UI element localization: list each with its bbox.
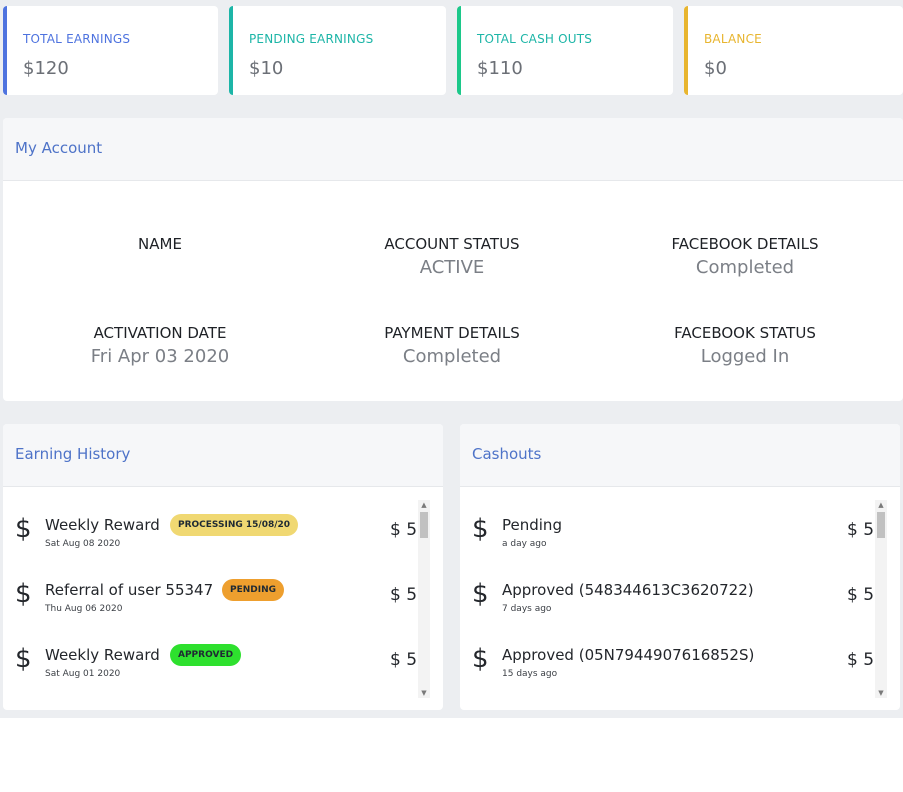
item-amount: $ 5 (390, 650, 418, 670)
item-date: Thu Aug 06 2020 (45, 604, 123, 614)
panel-title: Earning History (15, 445, 131, 463)
account-status: ACCOUNT STATUS ACTIVE (317, 235, 587, 278)
scroll-down-icon[interactable]: ▼ (421, 689, 427, 697)
list-item[interactable]: $ Pending a day ago $ 5 (460, 514, 880, 576)
status-badge: PROCESSING 15/08/20 (170, 514, 299, 536)
accent-bar (3, 6, 7, 95)
field-label: FACEBOOK DETAILS (671, 235, 819, 253)
dollar-icon: $ (472, 644, 489, 674)
list-item[interactable]: $ Referral of user 55347 Thu Aug 06 2020… (3, 579, 423, 641)
my-account-panel: My Account NAME ACCOUNT STATUS ACTIVE FA… (3, 118, 903, 401)
item-date: 15 days ago (502, 669, 558, 679)
stat-value: $120 (23, 58, 69, 79)
item-date: a day ago (502, 539, 547, 549)
stat-label: BALANCE (704, 32, 762, 46)
dollar-icon: $ (15, 514, 32, 544)
item-date: 7 days ago (502, 604, 552, 614)
list-item[interactable]: $ Approved (548344613C3620722) 7 days ag… (460, 579, 880, 641)
field-label: FACEBOOK STATUS (674, 324, 816, 342)
cashouts-panel: Cashouts $ Pending a day ago $ 5 $ Appro… (460, 424, 900, 710)
field-value: Completed (402, 346, 502, 367)
status-badge: APPROVED (170, 644, 242, 666)
activation-date: ACTIVATION DATE Fri Apr 03 2020 (25, 324, 295, 367)
panel-title: My Account (15, 139, 103, 157)
scroll-down-icon[interactable]: ▼ (878, 689, 884, 697)
scroll-up-icon[interactable]: ▲ (878, 501, 884, 509)
scrollbar[interactable]: ▲ ▼ (418, 500, 430, 698)
item-amount: $ 5 (390, 585, 418, 605)
item-title: Weekly Reward (45, 646, 160, 664)
panel-header: Cashouts (460, 424, 900, 487)
dollar-icon: $ (15, 579, 32, 609)
stat-card-total-earnings: TOTAL EARNINGS $120 (3, 6, 218, 95)
field-label: NAME (138, 235, 182, 253)
stat-card-pending-earnings: PENDING EARNINGS $10 (229, 6, 446, 95)
stat-label: PENDING EARNINGS (249, 32, 374, 46)
item-amount: $ 5 (847, 650, 875, 670)
list-item[interactable]: $ Weekly Reward Sat Aug 08 2020 PROCESSI… (3, 514, 423, 576)
scroll-thumb[interactable] (420, 512, 428, 538)
item-date: Sat Aug 08 2020 (45, 539, 121, 549)
payment-details: PAYMENT DETAILS Completed (317, 324, 587, 367)
item-amount: $ 5 (847, 520, 875, 540)
accent-bar (229, 6, 233, 95)
panel-header: Earning History (3, 424, 443, 487)
field-label: PAYMENT DETAILS (384, 324, 520, 342)
panel-title: Cashouts (472, 445, 542, 463)
item-title: Weekly Reward (45, 516, 160, 534)
stat-label: TOTAL EARNINGS (23, 32, 131, 46)
scrollbar[interactable]: ▲ ▼ (875, 500, 887, 698)
item-amount: $ 5 (390, 520, 418, 540)
item-title: Approved (05N7944907616852S) (502, 646, 755, 664)
account-name: NAME (25, 235, 295, 257)
list-item[interactable]: $ Approved (05N7944907616852S) 15 days a… (460, 644, 880, 706)
field-value: Completed (695, 257, 795, 278)
item-title: Referral of user 55347 (45, 581, 214, 599)
scroll-up-icon[interactable]: ▲ (421, 501, 427, 509)
item-date: Sat Aug 01 2020 (45, 669, 121, 679)
field-value: Fri Apr 03 2020 (90, 346, 230, 367)
field-label: ACCOUNT STATUS (384, 235, 520, 253)
field-label: ACTIVATION DATE (93, 324, 227, 342)
facebook-status: FACEBOOK STATUS Logged In (610, 324, 880, 367)
facebook-details: FACEBOOK DETAILS Completed (610, 235, 880, 278)
item-title: Approved (548344613C3620722) (502, 581, 754, 599)
dollar-icon: $ (472, 579, 489, 609)
stat-card-balance: BALANCE $0 (684, 6, 903, 95)
list-item[interactable]: $ Weekly Reward Sat Aug 01 2020 APPROVED… (3, 644, 423, 706)
accent-bar (457, 6, 461, 95)
field-value: Logged In (700, 346, 790, 367)
earning-history-panel: Earning History $ Weekly Reward Sat Aug … (3, 424, 443, 710)
panel-header: My Account (3, 118, 903, 181)
item-amount: $ 5 (847, 585, 875, 605)
stat-value: $10 (249, 58, 284, 79)
stat-value: $110 (477, 58, 523, 79)
dollar-icon: $ (472, 514, 489, 544)
scroll-thumb[interactable] (877, 512, 885, 538)
stat-value: $0 (704, 58, 727, 79)
field-value: ACTIVE (419, 257, 485, 278)
stat-card-total-cash-outs: TOTAL CASH OUTS $110 (457, 6, 673, 95)
accent-bar (684, 6, 688, 95)
stat-label: TOTAL CASH OUTS (477, 32, 593, 46)
status-badge: PENDING (222, 579, 285, 601)
item-title: Pending (502, 516, 562, 534)
dollar-icon: $ (15, 644, 32, 674)
